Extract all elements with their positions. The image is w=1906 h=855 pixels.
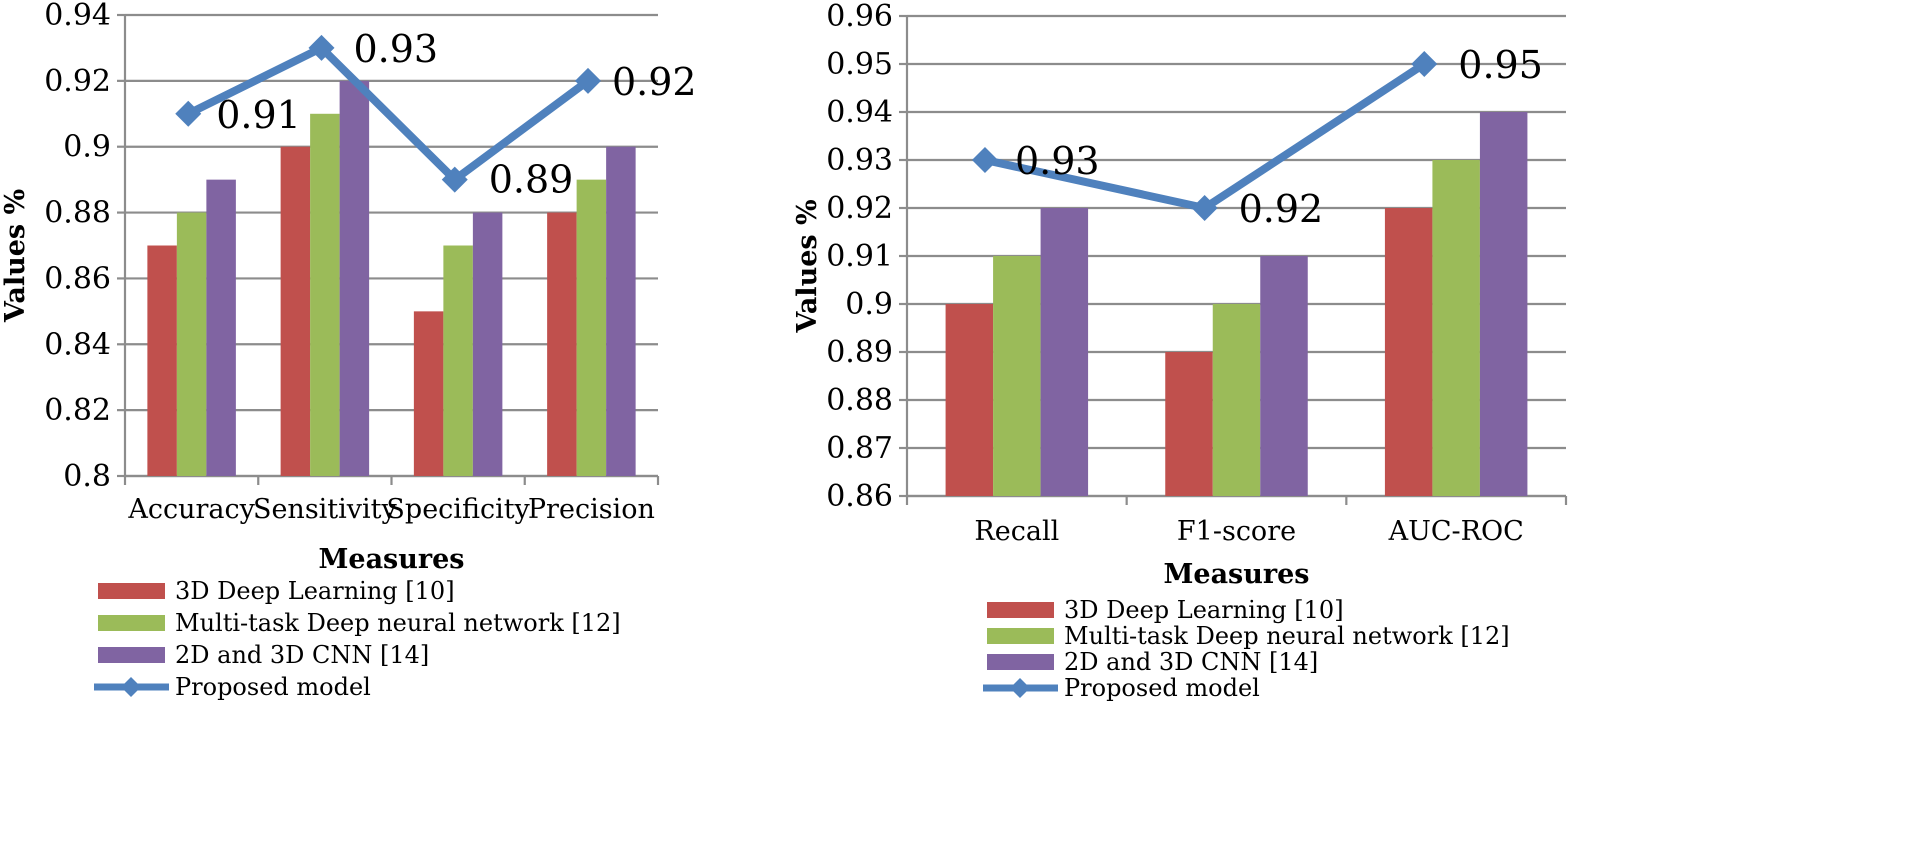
bar-precision-2	[576, 179, 607, 476]
legend-entry: 2D and 3D CNN [14]	[175, 641, 429, 669]
y-tick-label: 0.88	[44, 196, 111, 231]
y-tick-label: 0.92	[826, 191, 893, 226]
legend-swatch	[98, 647, 165, 663]
x-axis-title: Measures	[1164, 559, 1310, 590]
bar-specificity-2	[443, 245, 473, 476]
x-tick-label: F1-score	[1177, 516, 1296, 547]
legend: 3D Deep Learning [10]Multi-task Deep neu…	[983, 596, 1510, 702]
y-tick-label: 0.93	[826, 143, 893, 178]
line-point	[175, 100, 202, 127]
bar-recall-3	[1040, 208, 1089, 496]
legend-entry: Multi-task Deep neural network [12]	[175, 609, 621, 637]
y-tick-label: 0.95	[826, 47, 893, 82]
x-tick-label: Recall	[974, 516, 1059, 547]
y-tick-label: 0.94	[44, 0, 111, 33]
legend-entry: Multi-task Deep neural network [12]	[1064, 622, 1510, 650]
x-tick-label: Specificity	[386, 494, 530, 525]
y-axis-title: Values %	[792, 199, 823, 333]
bar-auc-roc-1	[1384, 208, 1433, 496]
legend-swatch	[987, 628, 1054, 644]
data-label: 0.93	[354, 27, 439, 71]
legend: 3D Deep Learning [10] Multi-task Deep neu…	[94, 577, 621, 701]
bar-accuracy-3	[206, 179, 236, 476]
y-tick-label: 0.9	[845, 287, 893, 322]
bar-specificity-1	[413, 311, 444, 476]
legend-swatch	[987, 602, 1054, 618]
bar-recall-2	[993, 256, 1041, 496]
bar-recall-1	[945, 304, 994, 496]
bar-sensitivity-1	[280, 146, 311, 476]
y-tick-label: 0.9	[63, 130, 111, 165]
y-tick-label: 0.89	[826, 335, 893, 370]
chart-2: 0.86 0.87 0.88 0.89 0.9 0.91 0.92 0.93 0.94 0.95 0…	[792, 0, 1568, 702]
data-label: 0.92	[612, 60, 697, 104]
legend-marker	[121, 677, 141, 697]
bar-auc-roc-2	[1432, 160, 1480, 496]
data-label: 0.92	[1239, 187, 1324, 231]
y-tick-label: 0.86	[44, 261, 111, 296]
y-axis-title: Values %	[0, 189, 31, 323]
legend-entry: Proposed model	[1064, 674, 1260, 702]
x-tick-label: Precision	[528, 494, 655, 525]
y-tick-label: 0.92	[44, 64, 111, 99]
y-tick-label: 0.8	[63, 459, 111, 494]
legend-entry: 3D Deep Learning [10]	[175, 577, 455, 605]
x-tick-label: Sensitivity	[253, 494, 398, 525]
data-label: 0.93	[1015, 139, 1100, 183]
bar-f1-score-2	[1212, 304, 1261, 496]
bar-auc-roc-3	[1479, 112, 1528, 496]
x-axis-title: Measures	[319, 544, 465, 575]
data-label: 0.89	[489, 158, 574, 202]
y-tick-label: 0.84	[44, 327, 111, 362]
data-label: 0.95	[1458, 43, 1543, 87]
legend-swatch	[987, 654, 1054, 670]
line-point	[575, 67, 601, 94]
line-point	[1411, 51, 1438, 77]
bar-sensitivity-3	[339, 80, 370, 476]
legend-entry: 2D and 3D CNN [14]	[1064, 648, 1318, 676]
y-tick-label: 0.82	[44, 393, 111, 428]
y-tick-label: 0.91	[826, 239, 893, 274]
y-tick-label: 0.86	[826, 479, 893, 514]
legend-entry: 3D Deep Learning [10]	[1064, 596, 1344, 624]
bar-accuracy-1	[147, 245, 177, 476]
y-tick-label: 0.88	[826, 383, 893, 418]
legend-entry: Proposed model	[175, 673, 371, 701]
line-point	[971, 147, 998, 173]
bar-specificity-3	[472, 212, 503, 477]
bar-precision-1	[547, 212, 577, 477]
line-proposed-model	[984, 60, 1427, 212]
y-tick-label: 0.94	[826, 95, 893, 130]
legend-marker	[1010, 678, 1030, 698]
legend-swatch	[98, 615, 165, 631]
line-point	[308, 34, 335, 61]
line-proposed-model	[186, 43, 591, 184]
bar-precision-3	[606, 146, 636, 476]
legend-swatch	[98, 583, 165, 599]
y-tick-label: 0.96	[826, 0, 893, 34]
x-tick-label: Accuracy	[127, 494, 255, 525]
x-tick-label: AUC-ROC	[1388, 516, 1524, 547]
chart-1: 0.8 0.82 0.84 0.86 0.88 0.9 0.92 0.94 AccuracySe…	[0, 0, 697, 701]
bar-accuracy-2	[176, 212, 207, 477]
line-point	[441, 166, 468, 193]
data-label: 0.91	[216, 93, 301, 137]
bar-f1-score-3	[1260, 256, 1308, 496]
bar-sensitivity-2	[310, 113, 340, 477]
y-tick-label: 0.87	[826, 431, 893, 466]
bar-f1-score-1	[1165, 352, 1213, 496]
line-point	[1191, 195, 1218, 221]
